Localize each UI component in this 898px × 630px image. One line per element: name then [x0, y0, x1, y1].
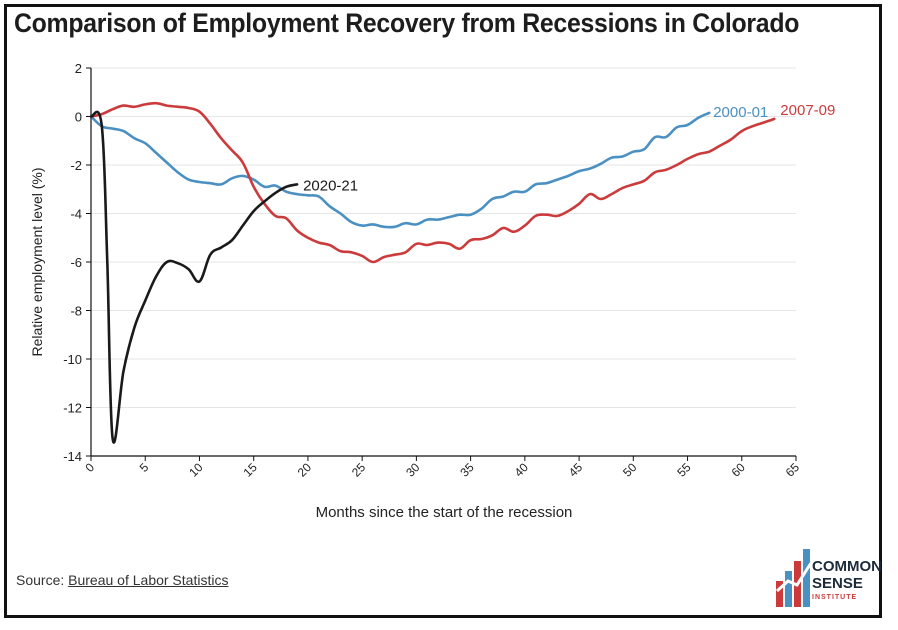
- y-tick-label: -6: [70, 255, 82, 270]
- x-tick-label: 35: [457, 460, 477, 480]
- source-prefix: Source:: [16, 572, 69, 588]
- gridlines: [91, 67, 796, 408]
- series-label-2007-09: 2007-09: [780, 102, 835, 119]
- x-tick-label: 10: [186, 460, 206, 480]
- y-tick-label: -8: [70, 304, 82, 319]
- y-tick-label: -14: [63, 449, 82, 464]
- x-tick-label: 15: [240, 460, 260, 480]
- y-tick-label: 0: [75, 110, 82, 125]
- x-tick-label: 45: [566, 460, 586, 480]
- x-tick-label: 65: [783, 460, 803, 480]
- logo-text-line2: SENSE: [812, 575, 863, 592]
- logo-text-line3: INSTITUTE: [812, 594, 858, 601]
- y-tick-label: -2: [70, 158, 82, 173]
- series-label-2020-21: 2020-21: [303, 177, 358, 194]
- y-tick-label: -12: [63, 401, 82, 416]
- series-label-2000-01: 2000-01: [713, 104, 768, 121]
- x-tick-label: 60: [729, 460, 749, 480]
- source-note: Source: Bureau of Labor Statistics: [16, 572, 228, 588]
- x-tick-label: 30: [403, 460, 423, 480]
- y-tick-label: 2: [75, 61, 82, 76]
- x-tick-label: 40: [512, 460, 532, 480]
- series-lines: [89, 101, 776, 444]
- x-tick-label: 20: [295, 460, 315, 480]
- common-sense-institute-logo: COMMON SENSE INSTITUTE: [774, 545, 882, 611]
- series-line-2000-01: [89, 111, 711, 229]
- y-axis-label: Relative employment level (%): [29, 167, 45, 356]
- x-tick-label: 5: [137, 460, 152, 475]
- x-tick-label: 50: [620, 460, 640, 480]
- logo-bars-icon: [775, 549, 813, 607]
- x-tick-label: 0: [82, 460, 97, 475]
- series-labels: 2000-01 2007-09 2020-21: [303, 102, 835, 194]
- logo-text-line1: COMMON: [812, 558, 882, 575]
- source-link[interactable]: Bureau of Labor Statistics: [68, 572, 229, 588]
- x-axis-label: Months since the start of the recession: [316, 504, 573, 521]
- series-line-2007-09: [89, 101, 776, 264]
- y-tick-label: -4: [70, 207, 82, 222]
- x-tick-label: 55: [674, 460, 694, 480]
- chart-title: Comparison of Employment Recovery from R…: [14, 8, 800, 38]
- series-line-2020-21: [89, 110, 299, 444]
- y-tick-label: -10: [63, 352, 82, 367]
- x-tick-label: 25: [349, 460, 369, 480]
